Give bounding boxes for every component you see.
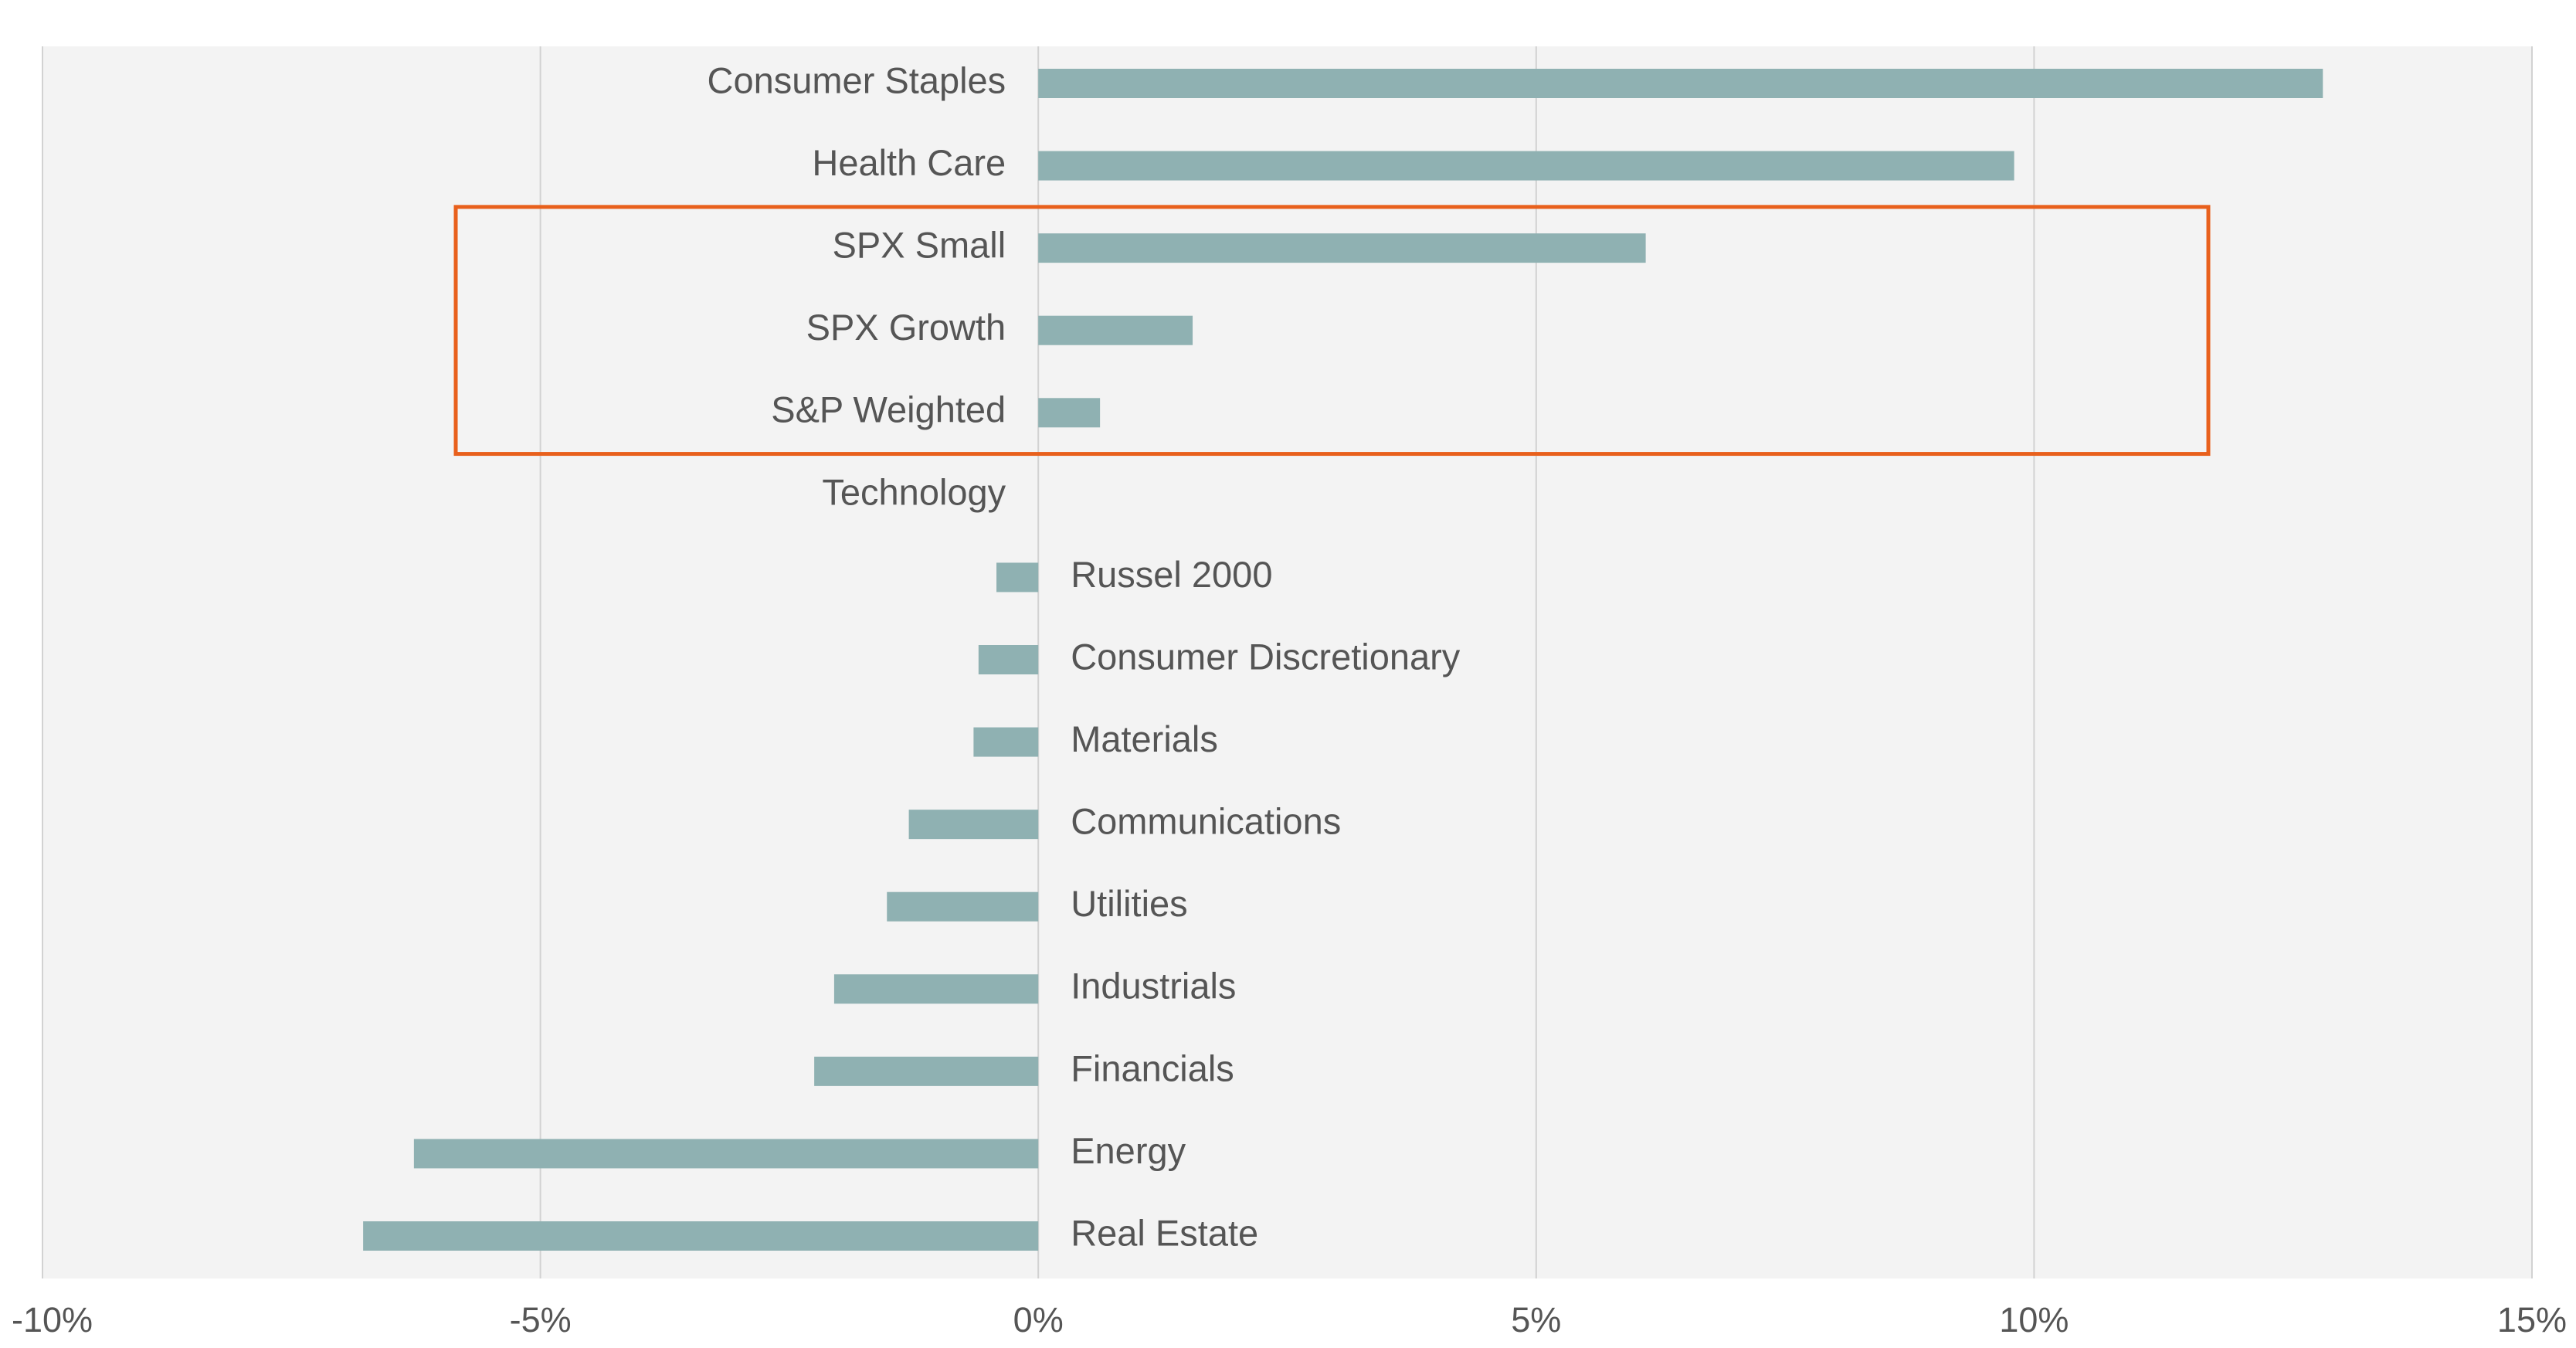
category-label-13: Energy xyxy=(1071,1130,1186,1171)
x-axis-tick-labels: -10% -5% 0% 5% 10% 15% xyxy=(12,1300,2567,1340)
bar-1 xyxy=(1038,151,2014,181)
category-label-0: Consumer Staples xyxy=(708,59,1006,100)
bar-12 xyxy=(814,1056,1039,1086)
bar-0 xyxy=(1038,69,2323,98)
x-tick-label-5: 15% xyxy=(2497,1300,2567,1340)
bar-8 xyxy=(973,727,1039,757)
bar-6 xyxy=(996,562,1039,593)
bar-10 xyxy=(887,891,1039,922)
bar-2 xyxy=(1038,233,1646,263)
bar-13 xyxy=(413,1139,1039,1169)
x-tick-label-2: 0% xyxy=(1013,1300,1064,1340)
category-label-14: Real Estate xyxy=(1071,1212,1258,1253)
category-label-9: Communications xyxy=(1071,801,1341,842)
bar-7 xyxy=(978,645,1039,674)
category-label-10: Utilities xyxy=(1071,883,1187,924)
highlight-box xyxy=(453,205,2211,457)
bars xyxy=(363,69,2323,1251)
category-label-6: Russel 2000 xyxy=(1071,554,1272,595)
category-labels: Consumer Staples Health Care SPX Small SPX … xyxy=(708,59,1461,1253)
bar-11 xyxy=(833,974,1039,1004)
category-label-8: Materials xyxy=(1071,718,1218,759)
category-label-2: SPX Small xyxy=(833,225,1006,266)
category-label-4: S&P Weighted xyxy=(771,389,1006,430)
x-tick-label-4: 10% xyxy=(1999,1300,2069,1340)
bar-14 xyxy=(363,1221,1039,1251)
x-tick-label-3: 5% xyxy=(1511,1300,1561,1340)
bar-4 xyxy=(1038,398,1101,428)
category-label-1: Health Care xyxy=(812,142,1006,183)
bar-9 xyxy=(908,810,1039,840)
category-label-3: SPX Growth xyxy=(806,307,1006,348)
category-label-12: Financials xyxy=(1071,1048,1234,1088)
category-label-11: Industrials xyxy=(1071,966,1236,1007)
x-tick-label-0: -10% xyxy=(12,1300,93,1340)
x-tick-label-1: -5% xyxy=(510,1300,572,1340)
bar-3 xyxy=(1038,315,1193,345)
category-label-5: Technology xyxy=(822,471,1006,512)
category-label-7: Consumer Discretionary xyxy=(1071,636,1461,677)
